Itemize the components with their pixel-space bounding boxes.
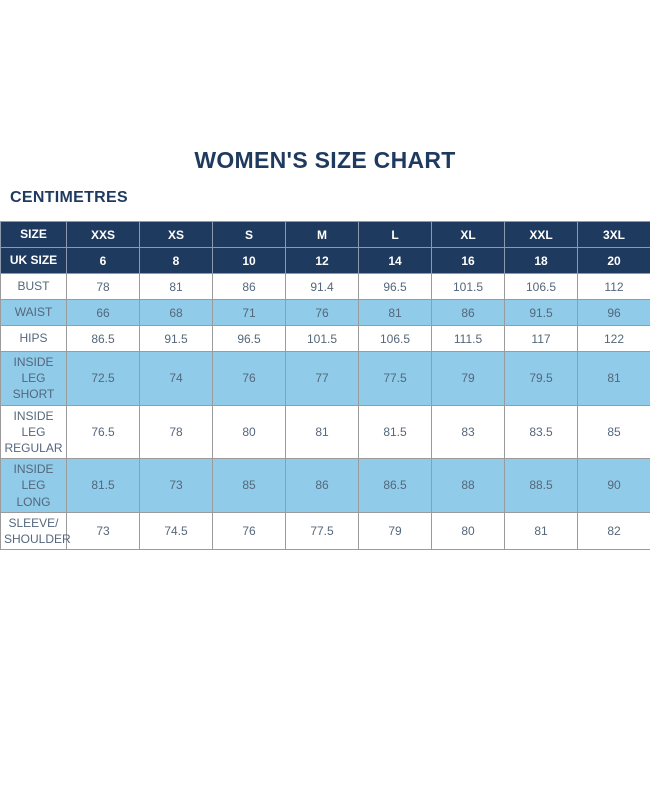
size-value-cell: 90	[578, 459, 650, 513]
size-value-cell: 85	[213, 459, 286, 513]
size-value-cell: 91.5	[140, 326, 213, 352]
size-value-cell: 96	[578, 300, 650, 326]
size-value-cell: 81	[578, 352, 650, 406]
size-value-cell: 71	[213, 300, 286, 326]
size-value-cell: 80	[213, 405, 286, 459]
size-value-cell: 85	[578, 405, 650, 459]
header-cell: 18	[505, 248, 578, 274]
header-cell: 16	[432, 248, 505, 274]
size-value-cell: 79	[432, 352, 505, 406]
size-value-cell: 77	[286, 352, 359, 406]
size-value-cell: 81.5	[359, 405, 432, 459]
row-label: INSIDE LEG SHORT	[1, 352, 67, 406]
row-label: SLEEVE/ SHOULDER	[1, 512, 67, 549]
size-value-cell: 86	[213, 274, 286, 300]
header-cell: 14	[359, 248, 432, 274]
header-cell: S	[213, 222, 286, 248]
size-value-cell: 106.5	[505, 274, 578, 300]
size-value-cell: 73	[67, 512, 140, 549]
size-value-cell: 72.5	[67, 352, 140, 406]
page-title: WOMEN'S SIZE CHART	[0, 147, 650, 174]
size-value-cell: 66	[67, 300, 140, 326]
size-value-cell: 117	[505, 326, 578, 352]
header-row-label: UK SIZE	[1, 248, 67, 274]
size-value-cell: 77.5	[359, 352, 432, 406]
size-value-cell: 76	[213, 352, 286, 406]
header-cell: M	[286, 222, 359, 248]
size-value-cell: 74	[140, 352, 213, 406]
size-value-cell: 73	[140, 459, 213, 513]
header-cell: 12	[286, 248, 359, 274]
size-value-cell: 80	[432, 512, 505, 549]
size-value-cell: 96.5	[359, 274, 432, 300]
row-label: INSIDE LEG LONG	[1, 459, 67, 513]
size-value-cell: 78	[140, 405, 213, 459]
size-value-cell: 86.5	[67, 326, 140, 352]
header-cell: 3XL	[578, 222, 650, 248]
size-value-cell: 111.5	[432, 326, 505, 352]
size-value-cell: 88.5	[505, 459, 578, 513]
size-value-cell: 112	[578, 274, 650, 300]
header-cell: 10	[213, 248, 286, 274]
header-cell: XS	[140, 222, 213, 248]
row-label: WAIST	[1, 300, 67, 326]
header-cell: XL	[432, 222, 505, 248]
row-label: BUST	[1, 274, 67, 300]
size-value-cell: 76	[286, 300, 359, 326]
size-value-cell: 79	[359, 512, 432, 549]
row-label: INSIDE LEG REGULAR	[1, 405, 67, 459]
size-value-cell: 91.4	[286, 274, 359, 300]
size-value-cell: 74.5	[140, 512, 213, 549]
size-value-cell: 101.5	[432, 274, 505, 300]
size-value-cell: 81.5	[67, 459, 140, 513]
size-value-cell: 83	[432, 405, 505, 459]
size-value-cell: 86.5	[359, 459, 432, 513]
size-value-cell: 86	[432, 300, 505, 326]
size-value-cell: 82	[578, 512, 650, 549]
header-cell: L	[359, 222, 432, 248]
size-value-cell: 76.5	[67, 405, 140, 459]
header-cell: 20	[578, 248, 650, 274]
size-value-cell: 101.5	[286, 326, 359, 352]
size-value-cell: 88	[432, 459, 505, 513]
units-label: CENTIMETRES	[10, 189, 650, 207]
header-cell: 8	[140, 248, 213, 274]
size-value-cell: 81	[140, 274, 213, 300]
header-row-label: SIZE	[1, 222, 67, 248]
size-value-cell: 83.5	[505, 405, 578, 459]
size-value-cell: 86	[286, 459, 359, 513]
size-value-cell: 106.5	[359, 326, 432, 352]
row-label: HIPS	[1, 326, 67, 352]
size-value-cell: 76	[213, 512, 286, 549]
header-cell: XXL	[505, 222, 578, 248]
size-value-cell: 79.5	[505, 352, 578, 406]
size-value-cell: 81	[505, 512, 578, 549]
size-value-cell: 122	[578, 326, 650, 352]
size-value-cell: 96.5	[213, 326, 286, 352]
size-value-cell: 81	[359, 300, 432, 326]
header-cell: 6	[67, 248, 140, 274]
size-value-cell: 91.5	[505, 300, 578, 326]
size-value-cell: 68	[140, 300, 213, 326]
header-cell: XXS	[67, 222, 140, 248]
size-value-cell: 78	[67, 274, 140, 300]
size-value-cell: 81	[286, 405, 359, 459]
size-value-cell: 77.5	[286, 512, 359, 549]
